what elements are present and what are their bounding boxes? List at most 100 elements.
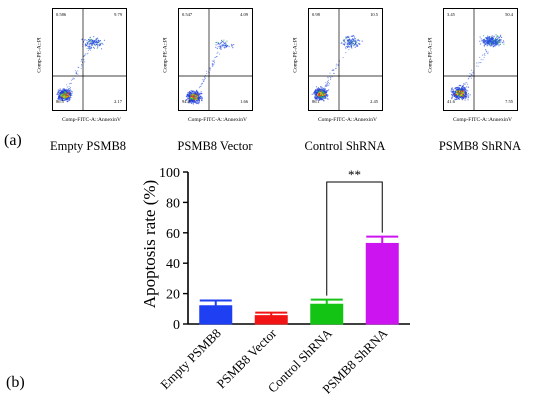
- dot-cloud: [56, 36, 106, 103]
- event-dot: [202, 80, 204, 83]
- event-dot: [231, 43, 233, 46]
- event-dot: [464, 91, 466, 93]
- quadrant-ul: 0.586: [56, 12, 67, 17]
- event-dot-dense: [460, 93, 463, 96]
- event-dot: [204, 77, 206, 79]
- event-dot: [225, 45, 227, 47]
- event-dot: [194, 91, 196, 93]
- event-dot: [327, 77, 329, 79]
- event-dot: [451, 98, 453, 100]
- event-dot: [197, 103, 199, 105]
- event-dot: [91, 40, 93, 43]
- event-dot: [93, 44, 95, 46]
- event-dot: [95, 42, 97, 44]
- event-dot: [477, 65, 479, 67]
- event-dot: [467, 97, 469, 99]
- event-dot: [483, 56, 485, 58]
- event-dot: [68, 83, 70, 85]
- event-dot: [322, 88, 324, 90]
- dot-cloud: [311, 35, 363, 102]
- event-dot-dense: [461, 90, 464, 92]
- event-dot: [479, 36, 481, 38]
- event-dot: [223, 39, 225, 41]
- event-dot: [472, 72, 474, 74]
- event-dot: [321, 86, 323, 88]
- event-dot: [57, 89, 59, 91]
- event-dot: [500, 41, 502, 43]
- event-dot: [213, 63, 215, 65]
- event-dot: [57, 97, 60, 99]
- event-dot: [327, 94, 329, 96]
- event-dot: [347, 41, 349, 43]
- panel-label-b: (b): [6, 374, 25, 391]
- event-dot: [479, 40, 481, 42]
- event-dot: [345, 37, 347, 39]
- panel-label-a: (a): [4, 132, 22, 149]
- event-dot: [351, 40, 353, 42]
- bars: [199, 235, 399, 325]
- event-dot: [219, 53, 221, 55]
- event-dot: [188, 102, 190, 104]
- event-dot: [481, 54, 483, 56]
- event-dot: [467, 94, 469, 96]
- event-dot-dense: [196, 98, 198, 101]
- event-dot: [321, 89, 323, 91]
- event-dot: [70, 97, 72, 99]
- event-dot: [225, 43, 227, 46]
- event-dot: [61, 97, 63, 99]
- event-dot: [325, 81, 327, 84]
- event-dot: [69, 87, 71, 90]
- event-dot: [467, 90, 469, 92]
- event-dot: [100, 48, 103, 50]
- event-dot: [356, 44, 358, 46]
- event-dot: [315, 86, 318, 88]
- event-dot: [221, 44, 223, 46]
- event-dot: [329, 78, 332, 80]
- event-dot: [317, 97, 320, 99]
- event-dot: [188, 101, 190, 103]
- event-dot: [217, 51, 219, 53]
- event-dot: [451, 92, 453, 94]
- event-dot: [348, 46, 350, 48]
- event-dot-dense: [461, 94, 464, 97]
- event-dot: [64, 90, 66, 92]
- event-dot: [231, 45, 233, 47]
- event-dot: [315, 98, 317, 100]
- event-dot: [466, 81, 468, 84]
- event-dot: [487, 44, 489, 46]
- event-dot: [461, 89, 463, 91]
- event-dot: [483, 41, 485, 44]
- event-dot: [454, 91, 456, 93]
- event-dot: [326, 80, 328, 82]
- quadrant-lr: 2.17: [114, 99, 122, 104]
- event-dot: [200, 96, 202, 98]
- event-dot: [219, 46, 221, 48]
- event-dot: [460, 87, 462, 89]
- event-dot: [486, 52, 488, 54]
- event-dot: [354, 46, 356, 49]
- y-axis-label: Comp-PE-A::PI: [36, 37, 43, 73]
- event-dot: [349, 43, 351, 45]
- event-dot: [189, 93, 191, 95]
- facs-plot: 0.547 4.09 94.0 1.66: [178, 8, 253, 111]
- event-dot: [351, 44, 353, 46]
- event-dot: [70, 79, 72, 81]
- event-dot: [199, 93, 201, 95]
- event-dot: [458, 98, 461, 100]
- event-dot: [485, 40, 487, 42]
- event-dot-dense: [323, 96, 325, 98]
- event-dot: [489, 44, 491, 46]
- event-dot-dense: [67, 92, 70, 95]
- event-dot: [337, 64, 339, 66]
- x-axis-label: Comp-FITC-A::AnnexinV: [62, 117, 121, 123]
- event-dot: [66, 98, 68, 101]
- event-dot: [74, 70, 76, 72]
- event-dot: [192, 92, 194, 94]
- event-dot: [361, 40, 363, 42]
- event-dot: [489, 40, 491, 42]
- event-dot: [485, 37, 487, 39]
- event-dot: [60, 98, 62, 100]
- event-dot: [315, 94, 317, 96]
- quadrant-ll: 41.6: [447, 99, 455, 104]
- event-dot: [88, 43, 90, 45]
